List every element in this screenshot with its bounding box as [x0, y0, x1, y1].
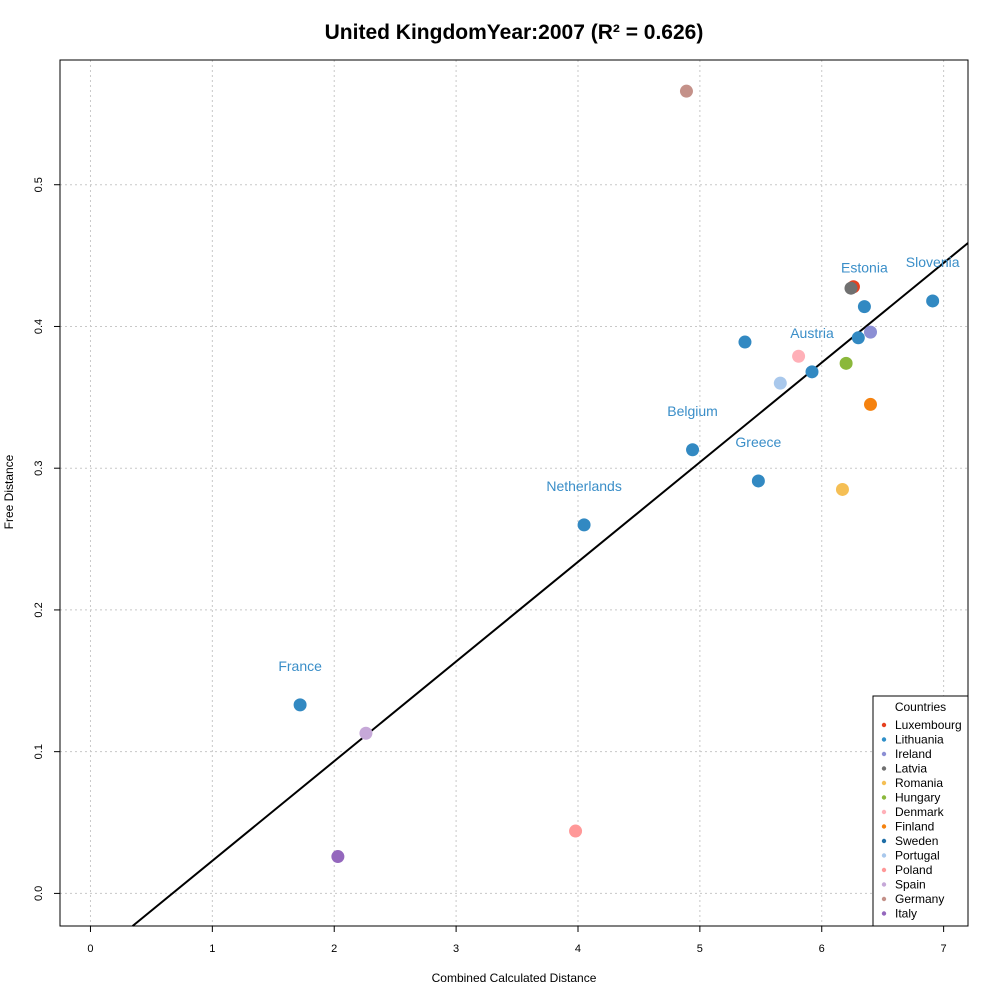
x-tick-label: 0 — [87, 943, 93, 955]
x-tick-label: 4 — [575, 943, 581, 955]
point-labels: France Netherlands Belgium Greece Austria Est… — [278, 254, 959, 674]
regression-line-group — [131, 242, 969, 927]
legend-entry: Hungary — [895, 791, 940, 805]
data-point — [569, 824, 583, 838]
y-tick-label: 0.3 — [33, 461, 45, 476]
legend-entry: Lithuania — [895, 733, 944, 747]
regression-line — [131, 242, 969, 927]
legend-entry: Luxembourg — [895, 718, 962, 732]
data-point — [359, 726, 373, 740]
x-axis-label: Combined Calculated Distance — [432, 971, 597, 985]
y-tick-label: 0.1 — [33, 744, 45, 759]
data-point — [792, 349, 806, 363]
data-point — [839, 356, 853, 370]
data-point — [863, 397, 877, 411]
data-point — [857, 300, 871, 314]
point-label: France — [278, 658, 322, 674]
data-point — [331, 850, 345, 864]
legend-marker — [881, 809, 887, 815]
legend-entry: Ireland — [895, 747, 932, 761]
point-label: Estonia — [841, 260, 888, 276]
legend-entry: Germany — [895, 892, 944, 906]
legend-entry: Italy — [895, 907, 917, 921]
point-label: Slovenia — [906, 254, 960, 270]
legend-box — [872, 695, 969, 927]
legend-entry: Finland — [895, 820, 934, 834]
legend-entry: Latvia — [895, 762, 927, 776]
data-point — [738, 335, 752, 349]
data-point — [844, 281, 858, 295]
plot-border — [59, 59, 969, 927]
y-axis-label: Free Distance — [2, 454, 16, 529]
legend: Countries LuxembourgLithuaniaIrelandLatvi… — [872, 695, 969, 927]
y-tick-label: 0.4 — [33, 319, 45, 334]
data-point — [293, 698, 307, 712]
legend-entry: Denmark — [895, 805, 945, 819]
legend-marker — [881, 795, 887, 800]
data-point — [863, 325, 877, 339]
data-point — [686, 443, 700, 457]
legend-entry: Portugal — [895, 849, 940, 863]
point-label: Greece — [735, 434, 781, 450]
legend-title: Countries — [895, 700, 946, 714]
x-axis: 0 1 2 3 4 5 6 7 — [87, 926, 947, 955]
x-tick-label: 5 — [697, 943, 703, 955]
legend-marker — [881, 780, 887, 786]
legend-marker — [881, 867, 887, 873]
chart-title: United KingdomYear:2007 (R² = 0.626) — [325, 21, 704, 44]
data-point — [773, 376, 787, 390]
data-point — [751, 474, 765, 488]
data-point — [805, 365, 819, 379]
legend-entry: Romania — [895, 776, 943, 790]
legend-entry: Sweden — [895, 834, 938, 848]
legend-entry: Spain — [895, 878, 926, 892]
y-tick-label: 0.5 — [33, 177, 45, 192]
legend-marker — [881, 838, 887, 844]
legend-marker — [881, 766, 887, 771]
x-tick-label: 3 — [453, 943, 459, 955]
x-tick-label: 7 — [941, 943, 947, 955]
legend-marker — [881, 737, 887, 742]
legend-marker — [881, 882, 887, 887]
data-point — [835, 482, 849, 496]
data-point — [926, 294, 940, 308]
x-tick-label: 1 — [209, 943, 215, 955]
legend-marker — [881, 751, 887, 757]
legend-marker — [881, 824, 887, 829]
point-label: Austria — [790, 325, 834, 341]
x-tick-label: 6 — [819, 943, 825, 955]
data-point — [577, 518, 591, 532]
y-axis: 0.0 0.1 0.2 0.3 0.4 0.5 — [33, 177, 60, 901]
legend-marker — [881, 722, 887, 728]
y-tick-label: 0.0 — [33, 886, 45, 901]
legend-marker — [881, 853, 887, 858]
y-tick-label: 0.2 — [33, 602, 45, 617]
legend-marker — [881, 911, 887, 916]
data-point — [679, 84, 693, 98]
legend-entry: Poland — [895, 863, 932, 877]
x-tick-label: 2 — [331, 943, 337, 955]
data-point — [851, 331, 865, 345]
legend-marker — [881, 896, 887, 902]
point-label: Belgium — [667, 403, 718, 419]
point-label: Netherlands — [546, 478, 622, 494]
data-points — [293, 84, 940, 864]
